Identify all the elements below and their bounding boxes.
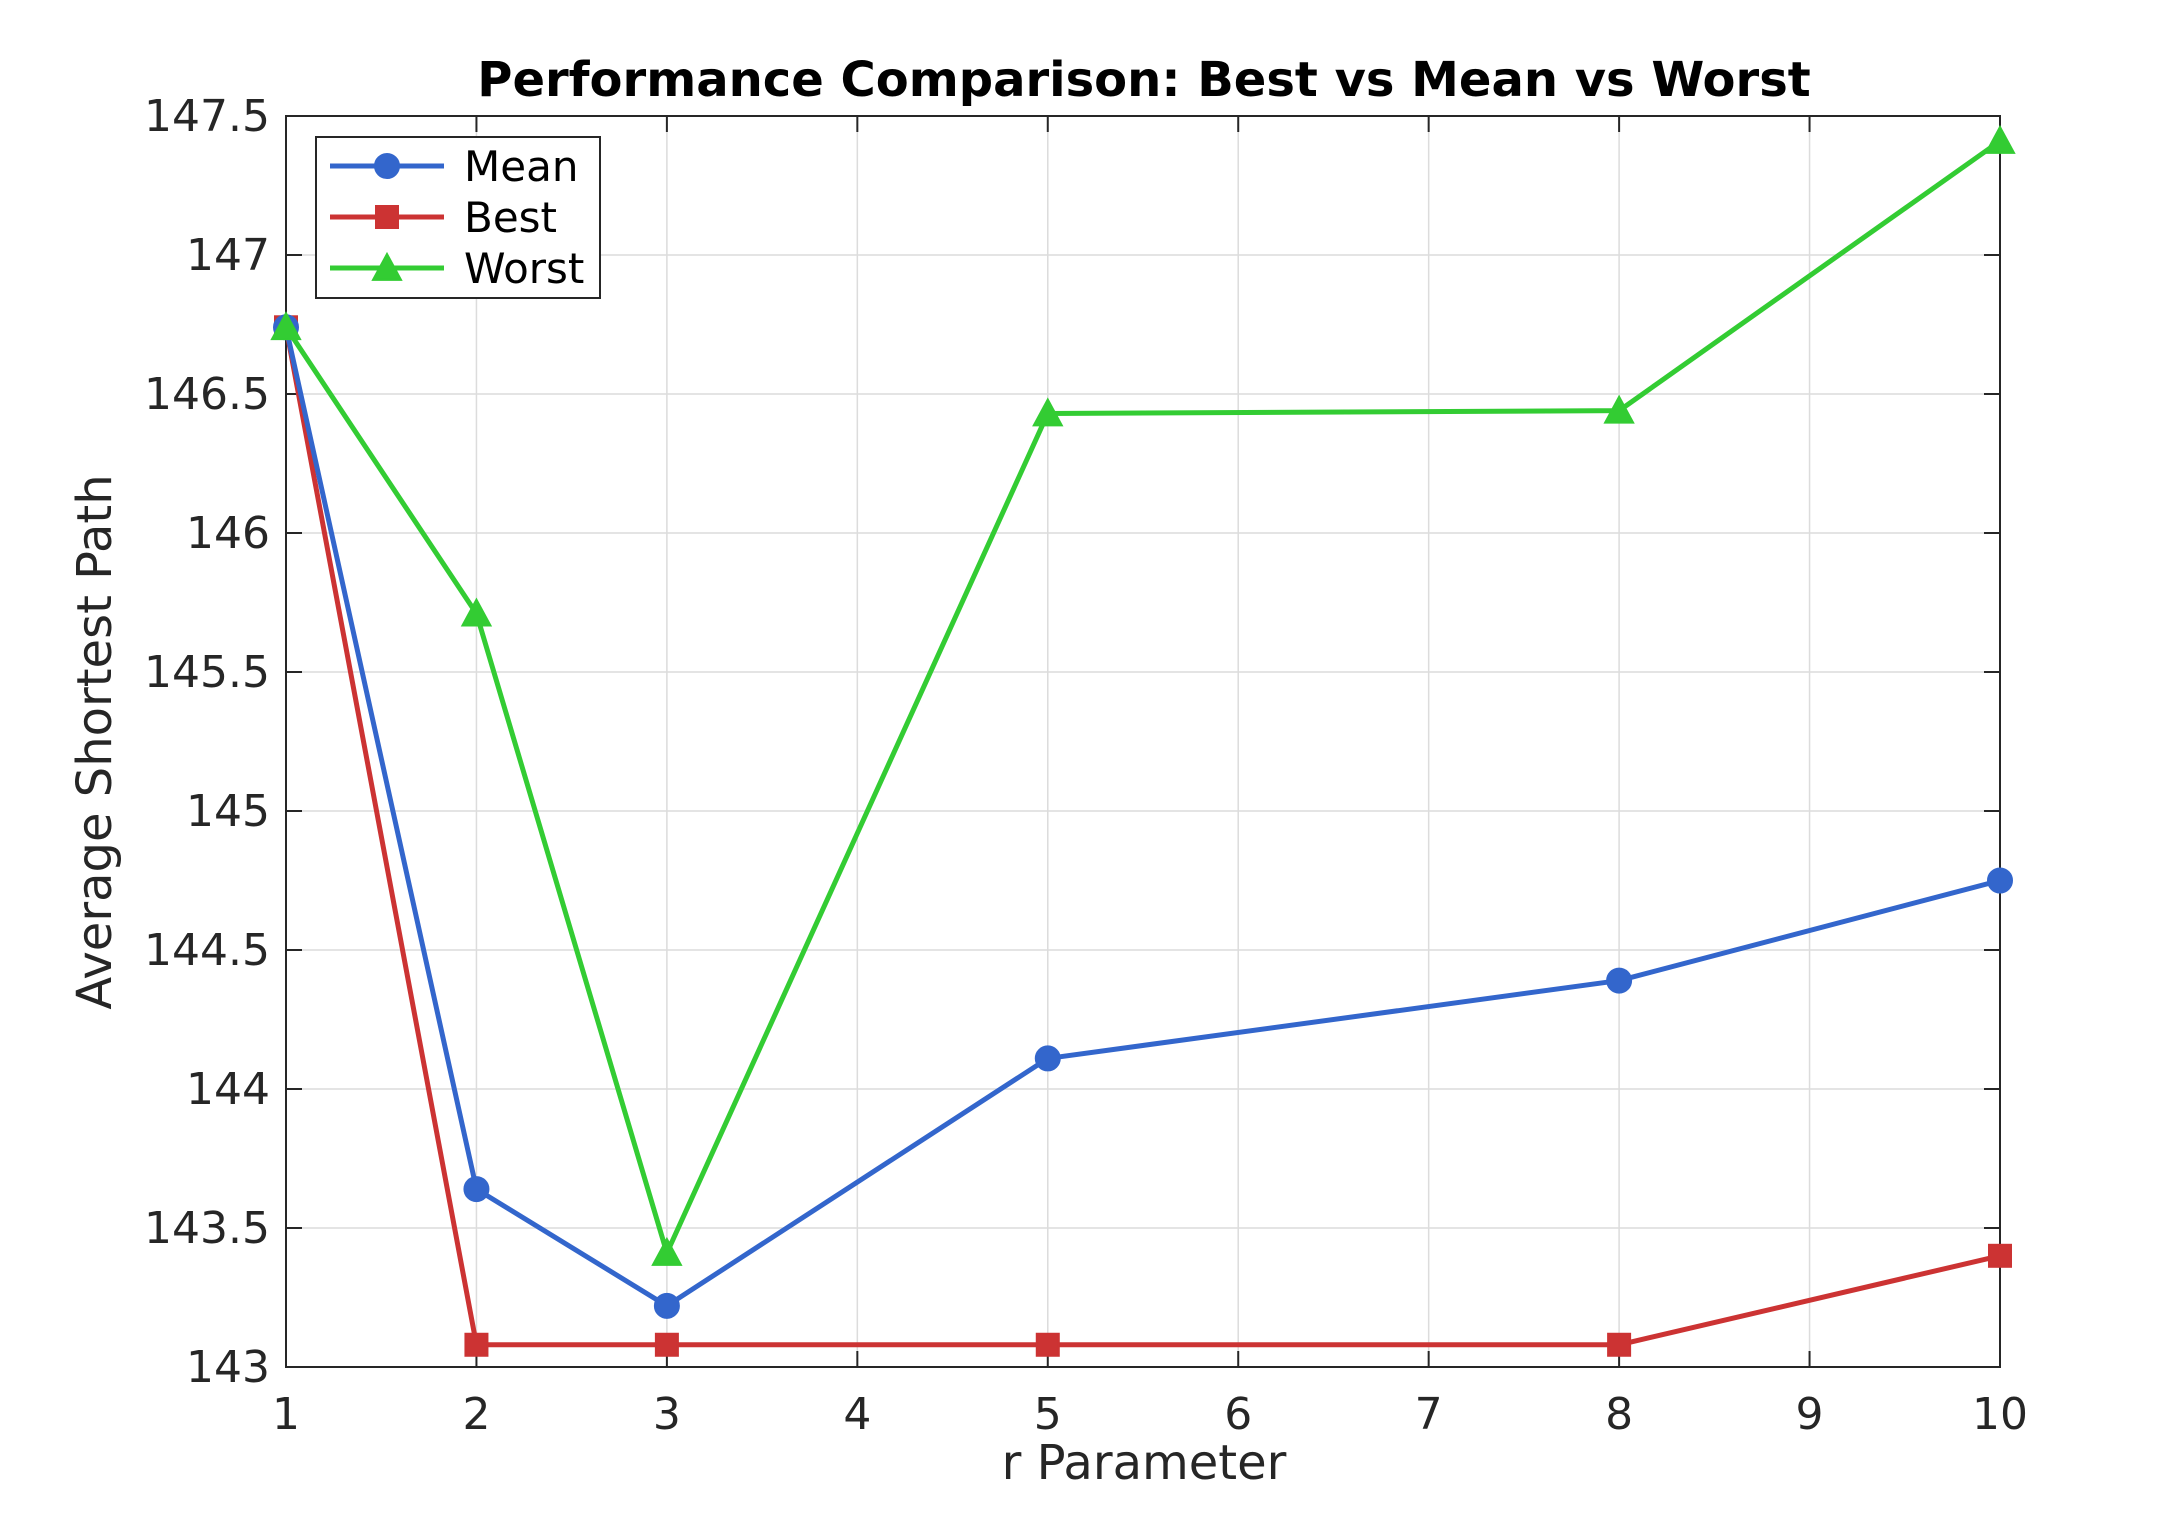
series-best: [274, 315, 2012, 1357]
legend-swatch-marker: [375, 205, 399, 229]
y-tick-label: 147: [186, 230, 270, 281]
data-point-worst: [1032, 397, 1064, 427]
data-point-mean: [1034, 1045, 1061, 1072]
x-tick-label: 7: [1415, 1389, 1443, 1440]
data-point-worst: [270, 311, 302, 341]
data-point-mean: [1606, 967, 1633, 994]
y-tick-label: 144: [186, 1064, 270, 1115]
x-tick-label: 6: [1224, 1389, 1252, 1440]
legend-label: Mean: [464, 142, 578, 191]
x-tick-label: 1: [272, 1389, 300, 1440]
series-line-mean: [283, 326, 2001, 1309]
series-line-best: [283, 326, 2001, 1348]
data-point-mean: [1987, 867, 2013, 894]
data-point-best: [1988, 1243, 2012, 1268]
x-tick-label: 5: [1034, 1389, 1062, 1440]
data-point-best: [1607, 1332, 1632, 1357]
x-axis-label: r Parameter: [1002, 1435, 1287, 1491]
x-tick-label: 2: [462, 1389, 490, 1440]
x-tick-label: 10: [1972, 1389, 2028, 1440]
data-point-worst: [460, 597, 493, 627]
y-tick-label: 146: [186, 508, 270, 559]
y-tick-label: 147.5: [144, 91, 270, 142]
x-tick-label: 3: [653, 1389, 681, 1440]
series-mean: [273, 314, 2013, 1319]
data-point-worst: [1603, 394, 1635, 424]
x-tick-label: 9: [1796, 1389, 1824, 1440]
x-tick-label: 8: [1605, 1389, 1633, 1440]
axes-frame: [285, 115, 2001, 1368]
chart-title: Performance Comparison: Best vs Mean vs …: [477, 52, 1810, 108]
legend-item-mean: Mean: [330, 142, 578, 191]
legend-swatch-marker: [374, 153, 400, 179]
y-tick-label: 144.5: [144, 925, 270, 976]
legend-swatch-marker: [371, 251, 403, 281]
legend-label: Worst: [464, 244, 584, 293]
x-tick-label: 4: [843, 1389, 871, 1440]
y-tick-label: 143.5: [144, 1203, 270, 1254]
y-axis-label: Average Shortest Path: [67, 474, 123, 1009]
data-point-best: [464, 1332, 489, 1357]
legend-item-worst: Worst: [330, 244, 584, 293]
y-tick-label: 143: [186, 1342, 270, 1393]
y-tick-label: 145: [186, 786, 270, 837]
data-point-worst: [651, 1236, 683, 1266]
axis-ticks: 1 2 3 4 5 6 7 8 9 10 143 143.5 144 144.5 145 145.5 146 14…: [144, 91, 2028, 1440]
data-point-best: [654, 1332, 679, 1357]
y-tick-label: 146.5: [144, 369, 270, 420]
data-point-mean: [463, 1176, 490, 1203]
y-tick-label: 145.5: [144, 647, 270, 698]
data-point-worst: [1984, 124, 2016, 154]
legend-label: Best: [464, 193, 557, 242]
series-layer: [270, 124, 2016, 1357]
legend-item-best: Best: [330, 193, 557, 242]
series-worst: [270, 124, 2016, 1266]
data-point-mean: [653, 1292, 680, 1319]
data-point-best: [1035, 1332, 1060, 1357]
series-line-worst: [283, 138, 2002, 1256]
